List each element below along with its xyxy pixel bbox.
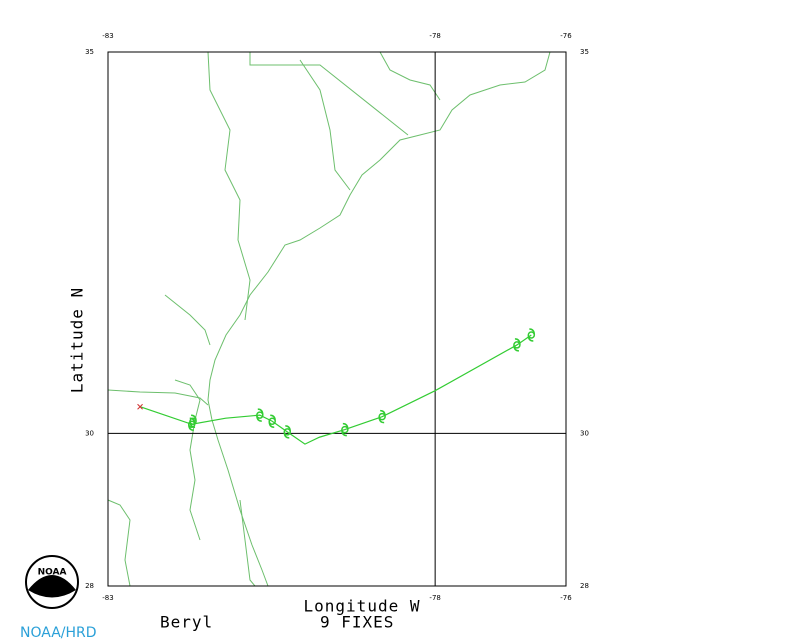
y-tick-label: 30	[85, 429, 94, 437]
storm-fix	[341, 422, 349, 437]
storm-track	[139, 334, 532, 445]
map-frame	[107, 51, 567, 587]
coastline	[107, 51, 551, 587]
x-tick-label: -78	[429, 594, 440, 602]
storm-fix	[378, 409, 386, 424]
logo-wave	[28, 575, 76, 598]
y-tick-label: 35	[85, 48, 94, 56]
fix-count: 9 FIXES	[320, 613, 394, 632]
storm-fix	[283, 425, 292, 439]
logo-text: NOAA	[38, 568, 67, 578]
storm-fix	[268, 414, 276, 428]
storm-fix	[256, 408, 264, 422]
y-tick-label: 28	[85, 582, 94, 590]
y-tick-label: 28	[580, 582, 589, 590]
x-tick-label: -83	[102, 32, 113, 40]
noaa-logo: NOAA	[25, 555, 79, 609]
x-tick-label: -83	[102, 594, 113, 602]
y-tick-label: 30	[580, 429, 589, 437]
x-tick-label: -78	[429, 32, 440, 40]
track-start	[137, 403, 143, 410]
credit: NOAA/HRD	[20, 625, 97, 640]
storm-fix	[527, 328, 536, 342]
storm-fix	[187, 417, 196, 432]
x-axis-label: Longitude W	[304, 597, 421, 616]
y-tick-label: 35	[580, 48, 589, 56]
x-tick-label: -76	[560, 32, 572, 40]
storm-fix	[513, 338, 521, 352]
storm-name: Beryl	[160, 613, 213, 632]
y-axis-label: Latitude N	[68, 287, 87, 393]
x-tick-label: -76	[560, 594, 572, 602]
